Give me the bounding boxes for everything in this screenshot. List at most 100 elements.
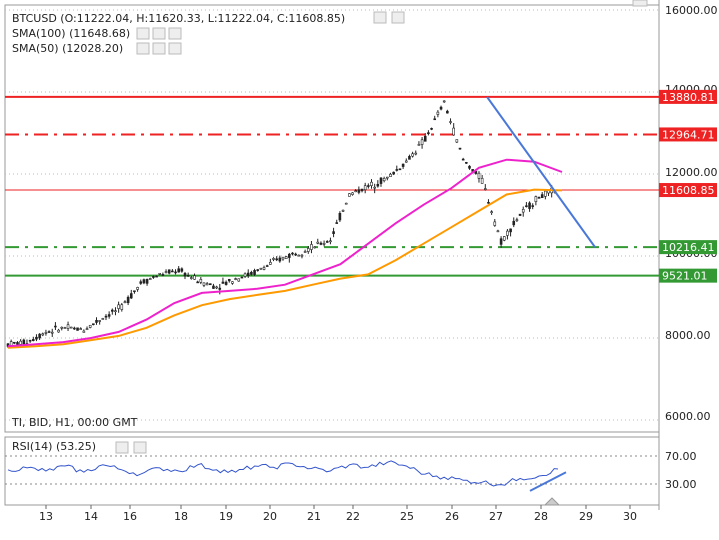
candle-body — [246, 272, 250, 276]
settings-icon[interactable] — [115, 441, 129, 454]
candle-body — [389, 173, 392, 177]
time-tick: 14 — [84, 510, 98, 523]
candle-body — [291, 252, 294, 255]
candle-body — [250, 271, 253, 275]
price-tick: 6000.00 — [665, 410, 711, 423]
candle-body — [139, 281, 143, 284]
time-axis: 13 14 16 18 19 20 21 22 25 26 27 28 29 30 — [39, 505, 637, 523]
candle-body — [114, 310, 117, 312]
candle-body — [420, 139, 424, 145]
horizontal-levels — [5, 95, 659, 277]
candle-body — [395, 169, 399, 171]
candle-body — [297, 254, 301, 257]
candle-body — [341, 209, 345, 212]
candle-body — [193, 275, 196, 280]
candle-body — [411, 153, 414, 157]
moving-averages — [7, 158, 563, 349]
candle-body — [430, 128, 433, 130]
candle-body — [477, 172, 481, 179]
time-tick: 20 — [263, 510, 277, 523]
rsi-label: RSI(14) (53.25) — [12, 440, 96, 453]
candle-body — [31, 339, 35, 341]
candle-body — [142, 279, 146, 284]
candle-body — [41, 333, 45, 336]
visibility-icon[interactable] — [152, 42, 166, 55]
candle-body — [493, 221, 497, 226]
candle-body — [313, 246, 316, 249]
settings-icon[interactable] — [136, 42, 150, 55]
candle-body — [436, 111, 440, 115]
candle-body — [85, 328, 89, 331]
candle-body — [234, 278, 237, 280]
candle-body — [449, 121, 452, 123]
time-tick: 18 — [174, 510, 188, 523]
close-icon[interactable] — [391, 11, 405, 24]
candle-body — [288, 253, 291, 258]
candle-body — [16, 342, 19, 345]
candle-body — [515, 219, 519, 222]
candle-body — [224, 281, 228, 285]
candle-body — [332, 231, 335, 234]
candle-body — [490, 211, 493, 214]
candle-body — [370, 181, 373, 186]
time-tick: 29 — [579, 510, 593, 523]
chart-shift-icon[interactable] — [632, 0, 648, 7]
candle-body — [164, 271, 168, 273]
trendline-group[interactable] — [486, 96, 596, 248]
candle-body — [496, 230, 500, 233]
price-axis: 16000.00 12000.00 10000.00 8000.00 6000.… — [665, 4, 718, 423]
candle-body — [161, 274, 165, 276]
time-tick: 25 — [400, 510, 414, 523]
close-icon[interactable] — [168, 27, 182, 40]
candle-body — [423, 135, 427, 142]
candle-body — [427, 132, 430, 135]
rsi-trendline — [529, 471, 567, 492]
candle-body — [95, 320, 98, 323]
candle-body — [265, 265, 269, 267]
candle-body — [205, 283, 209, 286]
settings-icon[interactable] — [136, 27, 150, 40]
candle-body — [468, 165, 471, 169]
candle-body — [50, 331, 54, 334]
rsi-group — [7, 460, 567, 492]
settings-icon[interactable] — [373, 11, 387, 24]
candle-body — [123, 301, 127, 304]
candle-body — [344, 202, 348, 205]
candle-body — [540, 194, 544, 199]
rsi-tick: 30.00 — [665, 478, 697, 491]
candle-body — [294, 253, 297, 256]
candle-body — [88, 324, 92, 328]
candle-body — [186, 274, 190, 277]
candle-body — [240, 276, 244, 279]
close-icon[interactable] — [168, 42, 182, 55]
candle-body — [199, 279, 203, 283]
candle-body — [111, 309, 114, 312]
candle-body — [373, 186, 376, 189]
candle-body — [379, 177, 383, 184]
candle-body — [367, 185, 370, 187]
candle-body — [69, 326, 73, 329]
candle-body — [338, 213, 342, 221]
candle-body — [446, 110, 449, 114]
candle-body — [54, 325, 57, 328]
candle-body — [480, 178, 484, 184]
candle-body — [101, 318, 105, 320]
candle-body — [417, 144, 421, 146]
sma-line — [7, 158, 563, 348]
candle-body — [259, 267, 263, 270]
candle-body — [82, 330, 86, 333]
candle-body — [386, 176, 389, 179]
visibility-icon[interactable] — [152, 27, 166, 40]
candle-body — [404, 160, 408, 163]
scroll-marker-icon[interactable] — [543, 497, 561, 506]
indicator-controls[interactable] — [115, 0, 648, 454]
candle-body — [528, 202, 531, 209]
candle-body — [171, 270, 174, 273]
price-level-tag — [659, 240, 717, 255]
close-icon[interactable] — [133, 441, 147, 454]
candle-body — [227, 278, 231, 282]
candle-body — [35, 336, 38, 340]
sma-line — [7, 188, 563, 349]
candle-body — [351, 192, 354, 195]
